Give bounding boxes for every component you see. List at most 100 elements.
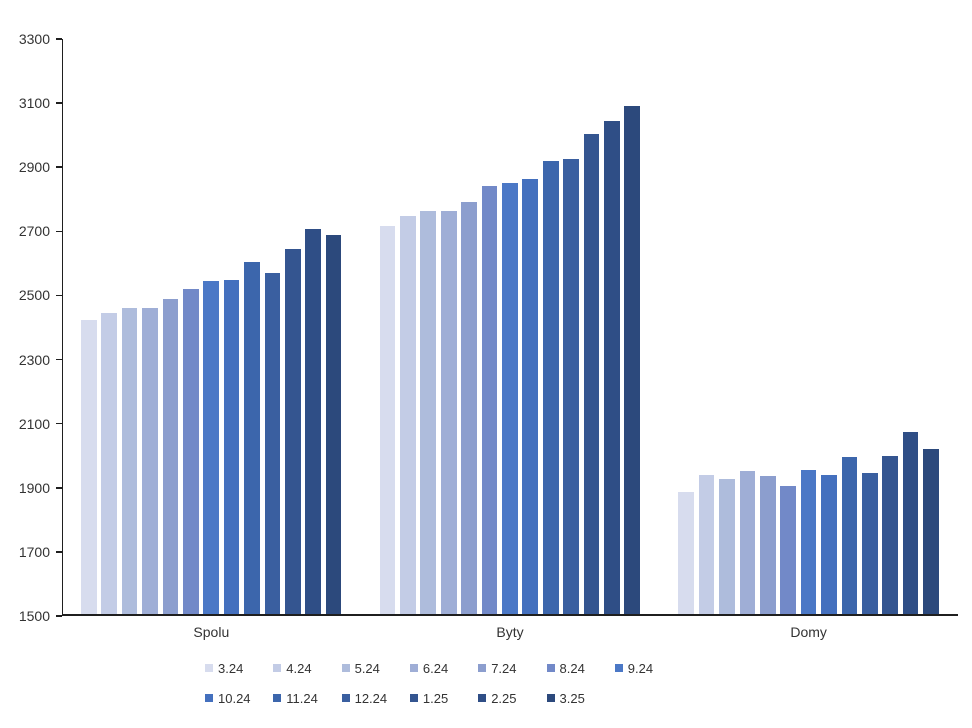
legend-label: 8.24 xyxy=(559,660,585,676)
bar-1.25-Domy[interactable] xyxy=(882,455,899,614)
y-axis-tick-mark xyxy=(56,294,62,297)
bar-9.24-Byty[interactable] xyxy=(502,183,518,614)
legend-label: 3.25 xyxy=(559,690,585,706)
legend-item-3.24[interactable]: 3.24 xyxy=(205,659,243,677)
y-axis-tick-mark xyxy=(56,230,62,233)
bar-5.24-Byty[interactable] xyxy=(420,211,437,614)
legend-label: 6.24 xyxy=(422,660,449,676)
y-axis-tick-mark xyxy=(56,615,62,617)
category-label-spolu: Spolu xyxy=(193,624,230,640)
bar-7.24-Spolu[interactable] xyxy=(162,298,179,614)
y-axis-tick-mark xyxy=(56,487,62,489)
bar-8.24-Spolu[interactable] xyxy=(183,289,199,614)
bar-2.25-Spolu[interactable] xyxy=(305,229,322,614)
y-axis-tick-mark xyxy=(56,551,62,553)
legend-item-8.24[interactable]: 8.24 xyxy=(546,659,585,677)
y-axis-tick-label: 2700 xyxy=(18,223,50,240)
y-axis-tick-label: 1900 xyxy=(18,479,50,496)
legend-item-3.25[interactable]: 3.25 xyxy=(546,689,585,707)
legend-label: 1.25 xyxy=(422,690,449,706)
legend-label: 3.24 xyxy=(218,660,244,676)
bar-8.24-Domy[interactable] xyxy=(780,485,797,614)
bar-1.25-Spolu[interactable] xyxy=(285,248,301,614)
bar-8.24-Byty[interactable] xyxy=(481,186,498,614)
legend-label: 2.25 xyxy=(491,690,517,706)
bar-3.25-Domy[interactable] xyxy=(923,448,939,614)
legend-swatch-icon xyxy=(205,694,213,702)
bar-9.24-Domy[interactable] xyxy=(800,469,817,614)
legend-swatch-icon xyxy=(409,694,418,702)
legend-item-2.25[interactable]: 2.25 xyxy=(478,689,517,707)
bar-3.24-Spolu[interactable] xyxy=(81,319,97,614)
y-axis-tick-label: 1700 xyxy=(18,543,50,560)
legend-swatch-icon xyxy=(341,664,350,672)
y-axis-tick-mark xyxy=(56,38,62,40)
y-axis-tick-label: 2100 xyxy=(18,415,50,432)
legend-swatch-icon xyxy=(546,664,555,672)
bar-3.24-Domy[interactable] xyxy=(678,491,695,614)
legend-swatch-icon xyxy=(205,664,213,672)
y-axis-tick-label: 1500 xyxy=(18,608,50,624)
legend-item-7.24[interactable]: 7.24 xyxy=(478,659,517,677)
bar-3.25-Byty[interactable] xyxy=(624,105,641,614)
category-label-byty: Byty xyxy=(496,624,524,640)
bar-6.24-Byty[interactable] xyxy=(440,211,457,614)
y-axis-tick-mark xyxy=(56,166,62,168)
bar-9.24-Spolu[interactable] xyxy=(203,281,220,614)
bar-4.24-Byty[interactable] xyxy=(400,216,416,614)
bar-10.24-Byty[interactable] xyxy=(522,179,539,614)
bar-2.25-Domy[interactable] xyxy=(902,431,919,614)
bar-6.24-Domy[interactable] xyxy=(739,470,756,614)
bar-12.24-Spolu[interactable] xyxy=(264,273,281,614)
y-axis-tick-label: 2900 xyxy=(18,159,50,176)
legend-label: 11.24 xyxy=(286,690,318,706)
y-axis-tick-label: 2300 xyxy=(18,351,50,368)
bar-4.24-Spolu[interactable] xyxy=(101,313,118,614)
legend-item-4.24[interactable]: 4.24 xyxy=(273,659,312,677)
legend-item-6.24[interactable]: 6.24 xyxy=(409,659,449,677)
legend-swatch-icon xyxy=(409,664,418,672)
bar-3.25-Spolu[interactable] xyxy=(325,234,342,614)
category-label-domy: Domy xyxy=(790,624,827,640)
bar-11.24-Byty[interactable] xyxy=(542,161,559,614)
legend-item-1.25[interactable]: 1.25 xyxy=(409,689,449,707)
bar-2.25-Byty[interactable] xyxy=(604,120,620,614)
legend-item-5.24[interactable]: 5.24 xyxy=(341,659,380,677)
bar-11.24-Spolu[interactable] xyxy=(244,262,260,614)
bar-10.24-Domy[interactable] xyxy=(821,474,837,614)
bar-6.24-Spolu[interactable] xyxy=(142,307,158,614)
bar-4.24-Domy[interactable] xyxy=(698,474,715,614)
bar-12.24-Domy[interactable] xyxy=(861,472,878,614)
legend-swatch-icon xyxy=(478,694,487,702)
legend-label: 10.24 xyxy=(218,690,251,706)
y-axis-tick-label: 3100 xyxy=(18,95,50,112)
bar-5.24-Domy[interactable] xyxy=(719,478,735,614)
bar-3.24-Byty[interactable] xyxy=(379,226,396,614)
legend-swatch-icon xyxy=(478,664,487,672)
plot-area xyxy=(62,39,958,616)
legend-item-9.24[interactable]: 9.24 xyxy=(614,659,654,677)
legend-swatch-icon xyxy=(273,694,282,702)
y-axis-tick-label: 2500 xyxy=(18,287,50,304)
legend-item-10.24[interactable]: 10.24 xyxy=(205,689,251,707)
bar-7.24-Byty[interactable] xyxy=(461,202,477,614)
bar-11.24-Domy[interactable] xyxy=(841,456,858,614)
legend-swatch-icon xyxy=(614,664,623,672)
bar-10.24-Spolu[interactable] xyxy=(223,279,240,614)
legend-item-12.24[interactable]: 12.24 xyxy=(341,689,388,707)
bar-7.24-Domy[interactable] xyxy=(759,475,776,614)
legend-label: 12.24 xyxy=(354,690,388,706)
bar-1.25-Byty[interactable] xyxy=(583,133,600,614)
bar-12.24-Byty[interactable] xyxy=(563,159,579,614)
legend-item-11.24[interactable]: 11.24 xyxy=(273,689,318,707)
legend-label: 9.24 xyxy=(627,660,654,676)
bar-5.24-Spolu[interactable] xyxy=(121,308,138,614)
y-axis-tick-label: 3300 xyxy=(18,31,50,47)
y-axis-tick-mark xyxy=(56,358,62,361)
legend-swatch-icon xyxy=(546,694,555,702)
legend-swatch-icon xyxy=(273,664,282,672)
legend-label: 7.24 xyxy=(491,660,517,676)
y-axis-tick-mark xyxy=(56,422,62,425)
legend-label: 4.24 xyxy=(286,660,312,676)
